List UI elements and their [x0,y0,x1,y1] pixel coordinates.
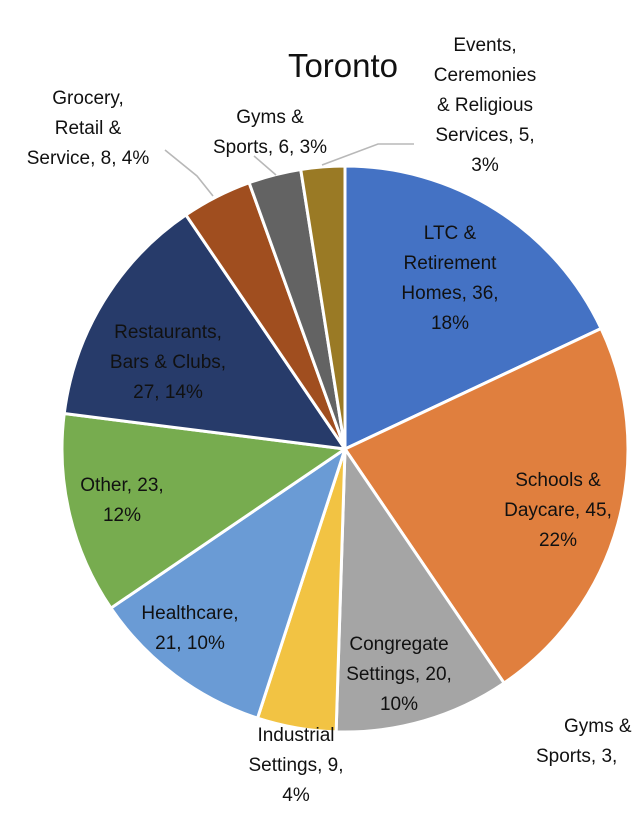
slice-label-9: Events, Ceremonies & Religious Services, 5,… [434,35,536,176]
slice-label-line: & Religious [437,95,533,116]
cut-off-label-line: Gyms & [564,716,632,737]
slice-label-line: 3% [471,155,499,176]
slice-label-2: Congregate Settings, 20, 10% [346,634,452,715]
slice-label-line: Other, 23, [80,475,163,496]
pie-slice-2 [334,447,506,734]
slice-label-line: Retirement [404,253,498,274]
slice-label-line: Restaurants, [114,322,222,343]
slice-label-line: Congregate [349,634,448,655]
slice-label-line: Homes, 36, [401,283,498,304]
pie-slice-9 [299,164,347,451]
pie-slice-1 [343,327,630,685]
slice-label-3: Industrial Settings, 9, 4% [248,725,343,806]
chart-title: Toronto [288,47,398,84]
slice-labels: LTC & Retirement Homes, 36, 18% Schools & Day… [27,35,612,806]
slice-label-line: Ceremonies [434,65,536,86]
leader-line-grocery [164,149,214,197]
cut-off-neighbor-chart-label: Gyms & Sports, 3, [536,716,632,767]
slice-label-8: Gyms & Sports, 6, 3% [213,107,327,158]
slice-label-6: Restaurants, Bars & Clubs, 27, 14% [110,322,226,403]
slice-label-line: Service, 8, 4% [27,148,150,169]
slice-label-line: Sports, 6, 3% [213,137,327,158]
pie-slices [60,164,630,734]
slice-label-line: Grocery, [52,88,123,109]
slice-label-line: 4% [282,785,310,806]
slice-label-line: Daycare, 45, [504,500,612,521]
pie-slice-6 [62,213,347,451]
slice-label-line: Schools & [515,470,601,491]
leader-line-gyms [253,155,277,176]
slice-label-line: Industrial [257,725,334,746]
slice-label-line: LTC & [424,223,477,244]
slice-label-line: 22% [539,530,577,551]
leader-line-events [321,143,414,166]
slice-label-line: Settings, 9, [248,755,343,776]
pie-slice-0 [343,164,603,451]
slice-label-1: Schools & Daycare, 45, 22% [504,470,612,551]
slice-label-line: 18% [431,313,469,334]
slice-label-5: Other, 23, 12% [80,475,163,526]
slice-label-line: Gyms & [236,107,304,128]
slice-label-4: Healthcare, 21, 10% [141,603,238,654]
slice-label-0: LTC & Retirement Homes, 36, 18% [401,223,498,334]
slice-label-line: Services, 5, [435,125,534,146]
leader-lines [164,143,414,197]
slice-label-line: Events, [453,35,516,56]
slice-label-line: Bars & Clubs, [110,352,226,373]
cut-off-label-line: Sports, 3, [536,746,617,767]
slice-label-line: Retail & [55,118,122,139]
pie-slice-4 [109,447,347,720]
slice-label-line: 12% [103,505,141,526]
slice-label-line: Settings, 20, [346,664,452,685]
slice-label-line: Healthcare, [141,603,238,624]
slice-label-line: 21, 10% [155,633,225,654]
pie-slice-5 [60,412,347,610]
slice-label-line: 10% [380,694,418,715]
slice-label-line: 27, 14% [133,382,203,403]
slice-label-7: Grocery, Retail & Service, 8, 4% [27,88,150,169]
